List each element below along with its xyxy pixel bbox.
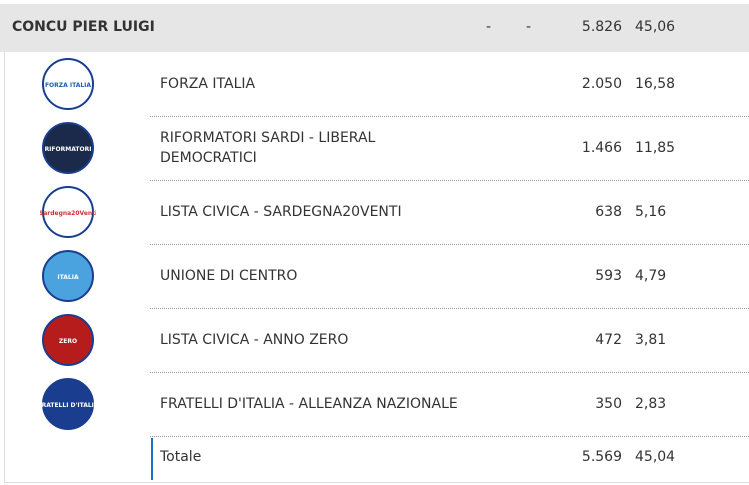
list-percent: 16,58 (635, 76, 676, 92)
header-percent: 45,06 (635, 19, 676, 35)
list-percent: 5,16 (635, 204, 667, 220)
header-col2: - (526, 19, 532, 35)
bottom-border (4, 482, 749, 483)
list-votes: 593 (595, 268, 622, 284)
candidate-name: CONCU PIER LUIGI (12, 19, 155, 35)
list-name: FORZA ITALIA (160, 76, 256, 92)
list-percent: 2,83 (635, 396, 667, 412)
list-percent: 4,79 (635, 268, 667, 284)
list-name: LISTA CIVICA - ANNO ZERO (160, 332, 349, 348)
party-logo: FRATELLI D'ITALIA (40, 378, 96, 430)
logo-text: ZERO (59, 338, 77, 345)
logo-text: Sardegna20Venti (40, 210, 96, 217)
logo-text: FORZA ITALIA (45, 82, 91, 89)
list-votes: 1.466 (581, 140, 622, 156)
logo-circle (42, 378, 94, 430)
logo-circle (42, 186, 94, 238)
logo-circle (42, 58, 94, 110)
logo-circle (42, 314, 94, 366)
list-votes: 472 (595, 332, 622, 348)
list-percent: 11,85 (635, 140, 676, 156)
list-name: UNIONE DI CENTRO (160, 268, 298, 284)
party-logo: ITALIA (42, 250, 94, 302)
row-separator (150, 308, 749, 309)
row-separator (150, 436, 749, 437)
header-votes: 5.826 (581, 19, 622, 35)
list-votes: 638 (595, 204, 622, 220)
party-logo: ZERO (42, 314, 94, 366)
header-row (0, 4, 749, 52)
list-percent: 3,81 (635, 332, 667, 348)
row-separator (150, 116, 749, 117)
left-border (4, 52, 5, 482)
list-name: RIFORMATORI SARDI - LIBERAL DEMOCRATICI (160, 130, 376, 166)
logo-text: RIFORMATORI (45, 146, 92, 153)
list-name: FRATELLI D'ITALIA - ALLEANZA NAZIONALE (160, 396, 458, 412)
list-votes: 2.050 (581, 76, 622, 92)
list-votes: 350 (595, 396, 622, 412)
logo-circle (42, 250, 94, 302)
logo-text: FRATELLI D'ITALIA (40, 402, 96, 409)
total-marker (151, 438, 153, 480)
party-logo: RIFORMATORI (42, 122, 94, 174)
list-name: LISTA CIVICA - SARDEGNA20VENTI (160, 204, 402, 220)
party-logo: Sardegna20Venti (40, 186, 96, 238)
row-separator (150, 180, 749, 181)
total-percent: 45,04 (635, 449, 676, 465)
total-label: Totale (160, 449, 202, 465)
row-separator (150, 244, 749, 245)
logo-circle (42, 122, 94, 174)
row-separator (150, 372, 749, 373)
header-col1: - (486, 19, 492, 35)
total-votes: 5.569 (581, 449, 622, 465)
party-logo: FORZA ITALIA (42, 58, 94, 110)
logo-text: ITALIA (57, 274, 79, 281)
